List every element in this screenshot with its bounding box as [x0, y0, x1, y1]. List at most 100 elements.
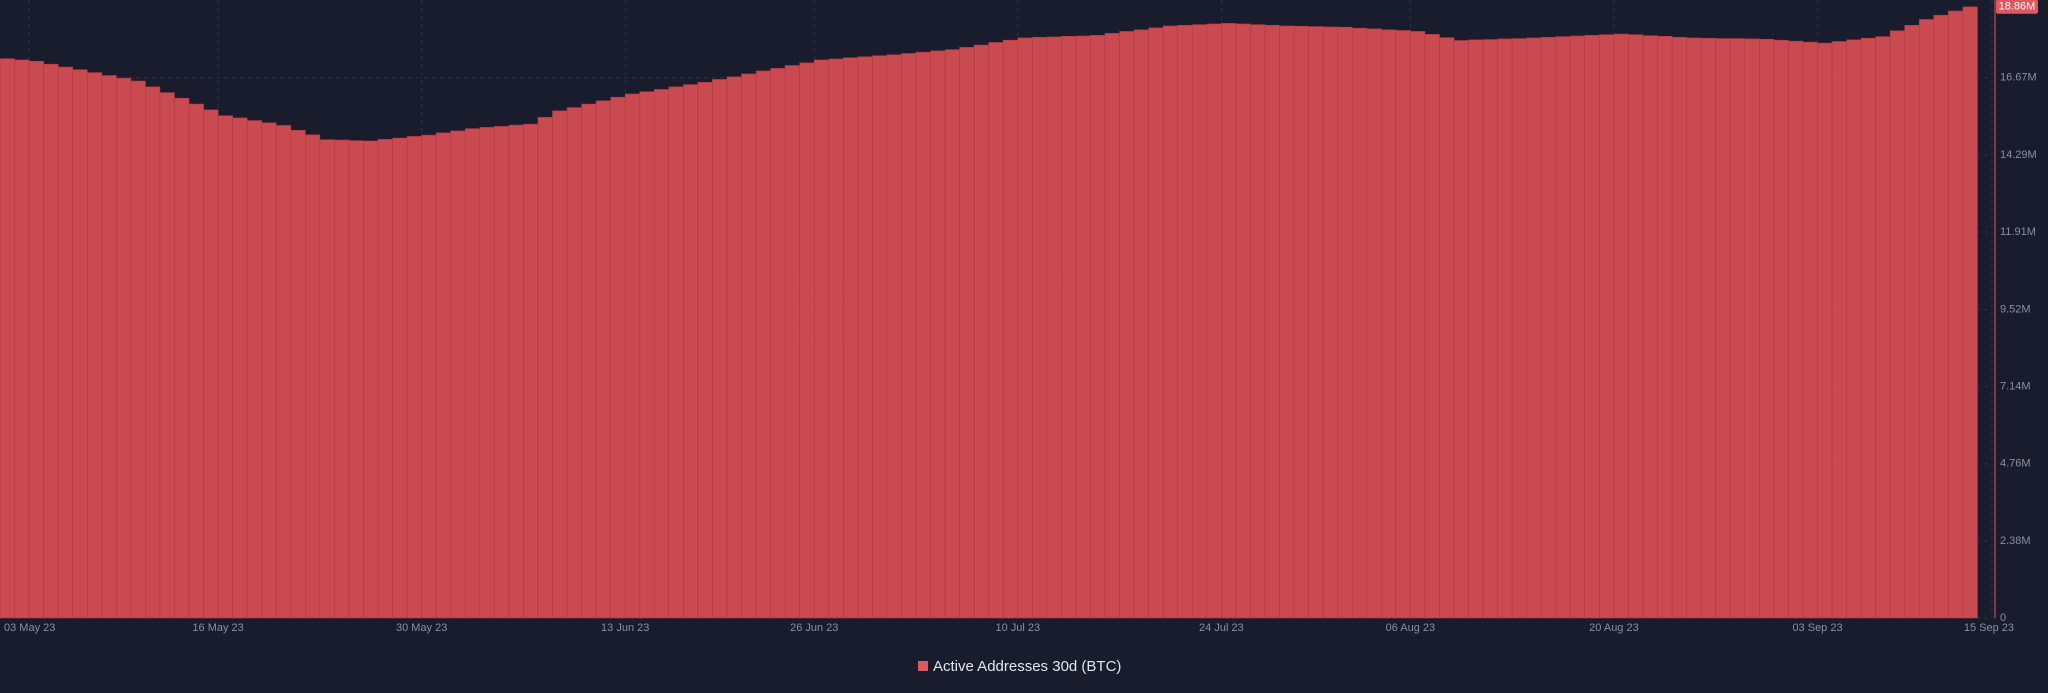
legend-swatch[interactable] — [918, 661, 928, 671]
bar — [1511, 38, 1528, 619]
bar — [1715, 38, 1731, 619]
bar — [1453, 40, 1469, 619]
y-tick-label: 0 — [2000, 612, 2006, 624]
x-tick-label: 03 Sep 23 — [1792, 622, 1842, 634]
bar — [174, 97, 190, 619]
current-value-tag — [1996, 0, 2038, 14]
bar — [275, 125, 292, 619]
y-tick-label: 4.76M — [2000, 458, 2031, 470]
bar — [57, 66, 74, 619]
bar — [188, 103, 204, 619]
bar — [1628, 34, 1644, 619]
bar — [1410, 31, 1426, 619]
bar — [552, 110, 568, 619]
bar — [1918, 19, 1935, 619]
bar — [1337, 26, 1353, 619]
bar — [1759, 38, 1775, 619]
y-tick-label: 14.29M — [2000, 149, 2037, 161]
bar — [130, 80, 146, 619]
bar — [1570, 35, 1586, 619]
bar — [145, 86, 161, 619]
bar — [494, 126, 510, 619]
bar — [1395, 30, 1411, 619]
bar — [610, 96, 626, 619]
bar — [334, 139, 350, 619]
bar — [1773, 39, 1789, 619]
bars — [0, 6, 1978, 619]
bar — [654, 89, 670, 619]
bar — [1671, 36, 1687, 619]
bar — [116, 77, 132, 619]
bar — [464, 128, 481, 619]
bar — [86, 72, 103, 619]
bar — [261, 122, 277, 619]
bar — [450, 130, 466, 619]
bar — [741, 73, 757, 619]
bar — [595, 100, 611, 619]
bar — [232, 117, 248, 619]
bar — [1846, 39, 1862, 619]
y-tick-label: 2.38M — [2000, 535, 2031, 547]
bar — [1366, 28, 1382, 619]
bar — [1351, 27, 1368, 619]
bar — [348, 140, 364, 619]
bar — [581, 103, 597, 619]
bar — [1831, 41, 1847, 619]
x-tick-label: 26 Jun 23 — [790, 622, 838, 634]
bar — [1875, 36, 1891, 619]
x-tick-label: 03 May 23 — [4, 622, 55, 634]
bar — [1540, 36, 1557, 619]
bar — [1293, 25, 1309, 619]
bar — [1788, 40, 1804, 619]
bar — [1497, 38, 1513, 619]
bar — [319, 139, 335, 619]
bar — [726, 76, 742, 619]
axes: 0 2.38M 4.76M 7.14M 9.52M 11.91M 14.29M 16.67M 0… — [4, 0, 2038, 634]
bar — [1555, 36, 1571, 619]
x-tick-label: 15 Sep 23 — [1964, 622, 2014, 634]
bar — [101, 75, 117, 619]
bar — [1948, 10, 1964, 619]
bar — [1686, 37, 1702, 619]
bar — [1322, 26, 1338, 619]
bar — [1744, 38, 1760, 619]
y-tick-label: 11.91M — [2000, 226, 2036, 238]
bar — [246, 120, 263, 619]
bar — [683, 84, 699, 619]
bar — [159, 92, 175, 619]
legend-label[interactable]: Active Addresses 30d (BTC) — [933, 658, 1121, 675]
bar — [1657, 35, 1673, 619]
bar — [1599, 34, 1615, 619]
bar — [1424, 34, 1440, 619]
y-tick-label: 16.67M — [2000, 72, 2037, 84]
bar — [1817, 42, 1833, 619]
bar — [1904, 24, 1920, 619]
y-tick-label: 7.14M — [2000, 381, 2031, 393]
bar — [43, 63, 59, 619]
bar — [712, 79, 728, 619]
bar — [1933, 14, 1949, 619]
bar — [392, 137, 408, 619]
bar — [406, 136, 422, 619]
bar — [1962, 6, 1978, 619]
bar — [363, 140, 379, 619]
bar — [72, 69, 88, 619]
current-value-label: 18.86M — [1999, 1, 2036, 13]
bar — [1468, 39, 1484, 619]
bar — [1439, 37, 1455, 619]
bar — [1729, 38, 1746, 619]
bar — [639, 91, 655, 619]
bar — [1889, 30, 1906, 619]
y-tick-label: 9.52M — [2000, 303, 2031, 315]
bar — [697, 82, 713, 619]
bar — [421, 134, 437, 619]
bar — [508, 124, 524, 619]
bar — [1482, 39, 1498, 619]
bar — [28, 60, 44, 619]
x-tick-label: 13 Jun 23 — [601, 622, 649, 634]
bar — [290, 129, 306, 619]
bar — [1584, 35, 1600, 619]
x-tick-label: 06 Aug 23 — [1386, 622, 1436, 634]
